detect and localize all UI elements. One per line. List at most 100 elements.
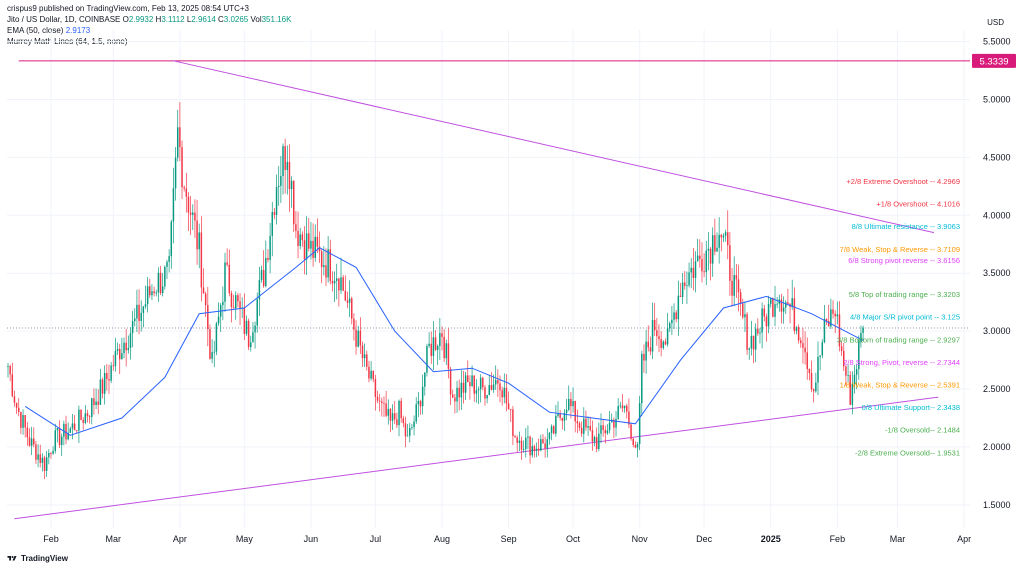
x-axis-tick-label: 2025 bbox=[761, 534, 781, 544]
candle-body bbox=[810, 372, 813, 390]
candle-body bbox=[288, 161, 291, 190]
candle-body bbox=[385, 403, 387, 416]
candle-body bbox=[342, 277, 344, 291]
candle-body bbox=[703, 271, 705, 273]
candle-body bbox=[744, 314, 746, 318]
candle-body bbox=[114, 350, 117, 367]
candle-body bbox=[638, 403, 641, 445]
candle-body bbox=[847, 375, 849, 376]
ema-legend[interactable]: EMA (50, close) 2.9173 bbox=[7, 25, 291, 36]
candle-body bbox=[441, 333, 443, 337]
candle-body bbox=[451, 394, 454, 398]
candle-body bbox=[406, 435, 409, 437]
candle-body bbox=[522, 449, 525, 450]
candle-body bbox=[78, 409, 80, 431]
candle-body bbox=[699, 255, 701, 260]
candle-body bbox=[643, 353, 645, 361]
candle-body bbox=[645, 341, 647, 361]
candle-body bbox=[439, 333, 441, 347]
candle-body bbox=[445, 343, 448, 359]
candle-body bbox=[664, 341, 667, 345]
candle-body bbox=[222, 301, 224, 306]
candle-body bbox=[424, 372, 426, 387]
candle-body bbox=[550, 426, 553, 433]
candle-body bbox=[176, 127, 179, 158]
candle-body bbox=[308, 233, 310, 249]
candle-body bbox=[447, 343, 450, 369]
candle-body bbox=[486, 394, 488, 399]
candle-body bbox=[568, 398, 570, 410]
ascending-trendline[interactable] bbox=[14, 396, 939, 520]
candle-body bbox=[258, 279, 261, 300]
candle-body bbox=[494, 380, 497, 385]
candle-body bbox=[815, 382, 817, 392]
murrey-line-label: +1/8 Overshoot -- 4.1016 bbox=[876, 200, 960, 209]
candle-body bbox=[578, 423, 581, 428]
symbol-name[interactable]: Jito / US Dollar, 1D, COINBASE bbox=[7, 15, 121, 24]
candle-body bbox=[374, 378, 377, 397]
descending-trendline[interactable] bbox=[173, 60, 935, 234]
candle-body bbox=[552, 426, 555, 434]
candle-body bbox=[512, 409, 514, 437]
candle-body bbox=[630, 424, 632, 439]
candle-body bbox=[305, 233, 308, 260]
candle-body bbox=[621, 405, 624, 409]
candle-body bbox=[497, 380, 499, 384]
murrey-line-label: 2/8 Strong, Pivot, reverse -- 2.7344 bbox=[843, 358, 960, 367]
candle-body bbox=[13, 396, 16, 403]
murrey-line-label: 8/8 Ultimate resistance -- 3.9063 bbox=[852, 222, 960, 231]
candle-body bbox=[103, 373, 106, 394]
candle-body bbox=[118, 348, 121, 360]
candle-body bbox=[812, 389, 815, 392]
ema-line[interactable] bbox=[24, 247, 864, 436]
candle-body bbox=[819, 355, 821, 357]
candle-body bbox=[45, 457, 48, 471]
candle-body bbox=[454, 397, 456, 402]
candle-body bbox=[482, 377, 484, 388]
candle-body bbox=[742, 303, 744, 318]
candle-body bbox=[228, 264, 231, 294]
candle-body bbox=[226, 262, 228, 265]
candle-body bbox=[679, 295, 682, 297]
candle-body bbox=[827, 321, 830, 327]
candle-body bbox=[666, 328, 669, 345]
candle-body bbox=[473, 375, 475, 394]
candle-body bbox=[348, 298, 351, 303]
candle-body bbox=[183, 187, 185, 189]
candle-body bbox=[17, 407, 20, 413]
high-label: H bbox=[155, 15, 162, 24]
candle-body bbox=[604, 430, 607, 434]
candle-body bbox=[488, 385, 491, 395]
candle-body bbox=[797, 327, 800, 341]
candle-body bbox=[65, 423, 67, 440]
candle-body bbox=[817, 356, 819, 383]
candle-body bbox=[335, 278, 338, 281]
murrey-line-label: 7/8 Weak, Stop & Reverse -- 3.7109 bbox=[840, 245, 960, 254]
candle-body bbox=[333, 280, 336, 284]
candle-body bbox=[260, 270, 263, 280]
y-axis-tick-label: 2.5000 bbox=[983, 384, 1011, 394]
candle-body bbox=[39, 454, 41, 463]
murrey-line-label: 6/8 Strong pivot reverse -- 3.6156 bbox=[848, 256, 960, 265]
candle-body bbox=[505, 387, 508, 404]
candle-body bbox=[37, 454, 39, 460]
candle-body bbox=[542, 439, 544, 444]
tradingview-branding[interactable]: TradingView bbox=[6, 554, 68, 563]
candle-body bbox=[243, 307, 246, 334]
candle-body bbox=[185, 188, 188, 197]
candle-body bbox=[656, 330, 658, 337]
candle-body bbox=[157, 272, 160, 293]
candle-body bbox=[7, 366, 9, 367]
candle-body bbox=[372, 370, 374, 379]
candle-body bbox=[555, 415, 557, 434]
candle-body bbox=[434, 337, 437, 350]
candle-body bbox=[69, 428, 72, 433]
candle-body bbox=[273, 211, 276, 215]
candle-body bbox=[580, 427, 583, 434]
candle-body bbox=[224, 262, 226, 302]
murrey-line-label: -2/8 Extreme Oversold-- 1.9531 bbox=[855, 448, 960, 457]
candle-body bbox=[591, 430, 594, 442]
x-axis-tick-label: Apr bbox=[173, 534, 187, 544]
candle-body bbox=[561, 417, 564, 421]
